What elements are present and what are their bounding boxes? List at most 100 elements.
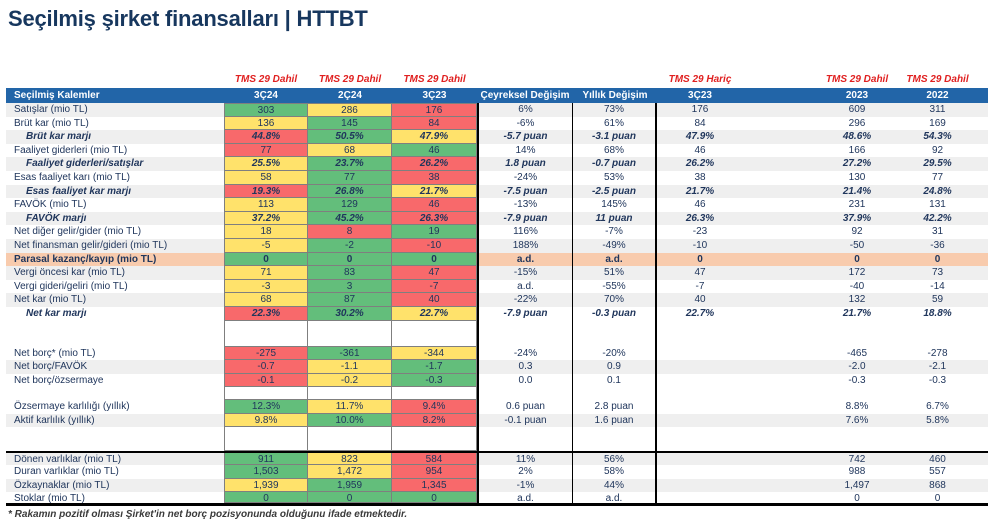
cell-spacer	[743, 211, 817, 226]
table-header-row: Seçilmiş Kalemler 3Ç24 2Ç24 3Ç23 Çeyreks…	[6, 88, 988, 103]
cell-tail	[978, 321, 988, 347]
cell-q1: 71	[224, 266, 308, 280]
cell-tail	[978, 198, 988, 212]
cell-q2: 50.5%	[308, 130, 392, 144]
cell-spacer	[743, 266, 817, 280]
cell-quarterly-change: 1.8 puan	[477, 157, 573, 171]
cell-2023: 172	[817, 266, 897, 280]
cell-spacer	[743, 252, 817, 267]
cell-spacer	[743, 400, 817, 414]
cell-yearly-change	[573, 320, 657, 347]
cell-quarterly-change: 11%	[477, 453, 573, 466]
cell-q2: 68	[308, 143, 392, 158]
row-label: Net kar marjı	[26, 307, 87, 319]
table-row: Brüt kar marjı 44.8% 50.5% 47.9% -5.7 puan -3…	[6, 130, 988, 144]
cell-quarterly-change: -1%	[477, 478, 573, 493]
cell-spacer	[743, 144, 817, 158]
cell-3c23-haric	[657, 492, 743, 503]
table-row: Vergi gideri/geliri (mio TL) -3 3 -7 a.d. -55…	[6, 279, 988, 294]
cell-quarterly-change: -22%	[477, 293, 573, 307]
cell-yearly-change: -49%	[573, 238, 657, 253]
cell-3c23-haric	[657, 374, 743, 388]
cell-q1: 77	[224, 143, 308, 158]
row-label: Net borç/FAVÖK	[6, 360, 224, 374]
row-label: Esas faaliyet kar marjı	[6, 184, 224, 199]
cell-q1: 37.2%	[224, 211, 308, 226]
cell-spacer	[743, 198, 817, 212]
row-label	[6, 321, 224, 347]
cell-3c23-haric	[657, 360, 743, 374]
row-label: Vergi gideri/geliri (mio TL)	[14, 280, 128, 292]
cell-yearly-change: -0.3 puan	[573, 306, 657, 321]
cell-2022: 18.8%	[923, 307, 952, 319]
cell-q1: 911	[224, 453, 308, 466]
header-spacer	[743, 88, 817, 103]
cell-q2: 83	[308, 266, 392, 280]
cell-3c23-haric	[657, 387, 743, 400]
table-row: Net diğer gelir/gider (mio TL) 18 8 19 116% -…	[6, 225, 988, 239]
cell-q3: 26.3%	[392, 211, 477, 226]
cell-yearly-change: -2.5 puan	[573, 184, 657, 199]
tms-label-row: TMS 29 Dahil TMS 29 Dahil TMS 29 Dahil T…	[6, 73, 988, 88]
cell-2023: 21.7%	[842, 307, 872, 319]
cell-q2: 10.0%	[308, 413, 392, 428]
cell-3c23-haric: 46	[694, 199, 706, 211]
cell-yearly-change: 58%	[573, 465, 657, 479]
row-label: Net diğer gelir/gider (mio TL)	[14, 226, 142, 238]
header-quarterly-change: Çeyreksel Değişim	[480, 90, 570, 101]
row-label: Vergi öncesi kar (mio TL)	[6, 266, 224, 280]
cell-q1	[224, 387, 308, 401]
cell-q3: 9.4%	[392, 400, 477, 414]
cell-q2: 145	[308, 116, 392, 131]
cell-q3: 38	[392, 170, 477, 185]
cell-q3	[392, 427, 477, 452]
cell-yearly-change: 70%	[573, 293, 657, 307]
cell-yearly-change: 11 puan	[573, 211, 657, 226]
cell-q1: 9.8%	[224, 413, 308, 428]
cell-yearly-change: 73%	[573, 103, 657, 117]
cell-q1: 113	[224, 198, 308, 212]
cell-q2: -1.1	[308, 360, 392, 374]
table-row: Vergi öncesi kar (mio TL) 71 83 47 -15% 51% 47…	[6, 266, 988, 280]
cell-yearly-change: 0.9	[573, 360, 657, 374]
cell-quarterly-change: a.d.	[477, 492, 573, 503]
cell-q3: -344	[392, 346, 477, 361]
cell-q3	[392, 320, 477, 347]
header-3c24: 3Ç24	[254, 90, 278, 101]
cell-q3: 584	[392, 453, 477, 466]
cell-q1: 303	[224, 103, 308, 117]
table-row: Özsermaye karlılığı (yıllık) 12.3% 11.7% 9.…	[6, 400, 988, 414]
cell-2023: 1,497	[817, 478, 897, 493]
cell-q2: 1,959	[308, 478, 392, 493]
cell-3c23-haric: -10	[657, 238, 743, 253]
cell-3c23-haric	[657, 400, 743, 414]
table-row: Esas faaliyet karı (mio TL) 58 77 38 -24% 53%…	[6, 170, 988, 185]
cell-2023: 48.6%	[817, 130, 897, 144]
row-label: Aktif karlılık (yıllık)	[6, 413, 224, 428]
row-label: Duran varlıklar (mio TL)	[14, 466, 119, 478]
cell-q3: 176	[392, 103, 477, 117]
cell-quarterly-change: 2%	[477, 465, 573, 479]
header-selected-items: Seçilmiş Kalemler	[14, 90, 100, 101]
cell-tail	[978, 266, 988, 280]
cell-tail	[978, 171, 988, 185]
cell-2023: 130	[848, 171, 866, 183]
cell-quarterly-change: -7.9 puan	[477, 306, 573, 321]
cell-q1	[224, 320, 308, 347]
cell-2023: 37.9%	[817, 211, 897, 226]
cell-spacer	[743, 103, 817, 117]
cell-q1: 68	[224, 293, 308, 307]
cell-2023: 742	[817, 453, 897, 466]
cell-q1	[224, 427, 308, 452]
cell-quarterly-change	[477, 320, 573, 347]
row-label: Brüt kar (mio TL)	[14, 117, 89, 129]
cell-2022: 24.8%	[897, 184, 978, 199]
tms-tail	[978, 73, 988, 88]
cell-spacer	[743, 321, 817, 347]
row-label: Parasal kazanç/kayıp (mio TL)	[6, 252, 224, 267]
cell-2022: 311	[897, 103, 978, 117]
cell-2023: 231	[848, 199, 866, 211]
cell-q2: 8	[308, 225, 392, 239]
cell-tail	[978, 184, 988, 199]
cell-q1: 136	[224, 116, 308, 131]
